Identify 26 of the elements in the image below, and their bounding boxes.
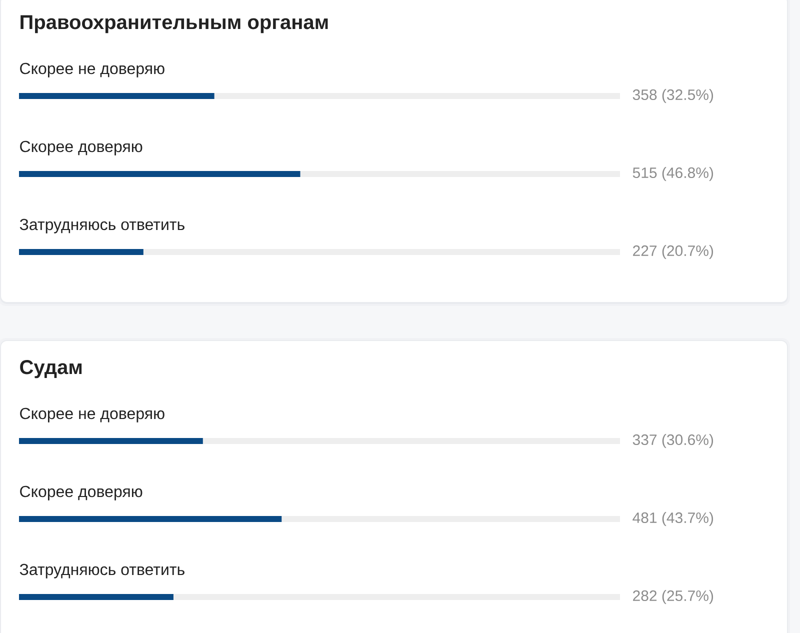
bar — [202, 438, 620, 444]
bar — [19, 438, 203, 444]
bar — [282, 516, 620, 522]
bar — [173, 594, 620, 600]
y-tick-label: Скорее доверяю — [20, 140, 142, 156]
y-tick-label: Скорее не доверяю — [20, 62, 164, 78]
bar — [214, 93, 620, 100]
bar — [19, 171, 300, 178]
y-tick-label: Скорее не доверяю — [20, 408, 164, 422]
data-label: 515 (46.8%) — [632, 167, 714, 181]
data-label: 358 (32.5%) — [632, 89, 714, 103]
y-tick-label: Затрудняюсь ответить — [20, 564, 184, 578]
bar — [19, 93, 214, 100]
bar — [19, 249, 144, 256]
chart-title: Судам — [20, 360, 82, 378]
data-label: 337 (30.6%) — [632, 434, 714, 448]
bar — [143, 249, 620, 256]
bar — [19, 516, 282, 522]
data-label: 227 (20.7%) — [633, 245, 714, 259]
bar — [19, 594, 174, 600]
y-tick-label: Скорее доверяю — [20, 486, 142, 500]
y-tick-label: Затрудняюсь ответить — [20, 218, 184, 234]
data-label: 481 (43.7%) — [632, 512, 714, 526]
bar — [300, 171, 620, 178]
data-label: 282 (25.7%) — [633, 590, 714, 604]
chart-title: Правоохранительным органам — [20, 15, 328, 34]
